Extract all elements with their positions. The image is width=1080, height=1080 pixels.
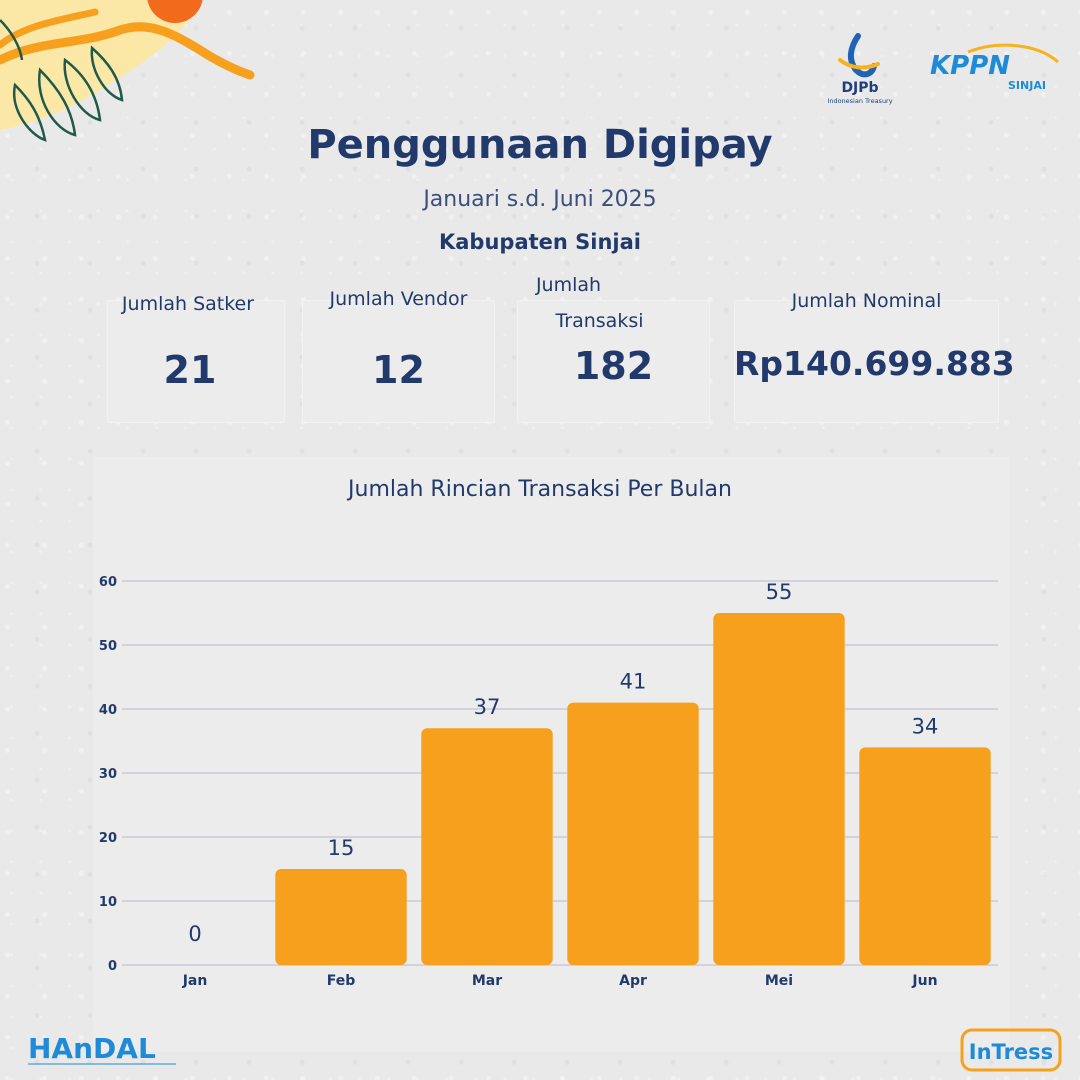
data-label-mei: 55 — [766, 580, 793, 604]
x-tick-label-jun: Jun — [911, 973, 937, 989]
transaksi-label-line2: Transaksi — [555, 310, 644, 332]
decorative-leaf-illustration — [0, 0, 255, 142]
y-tick-label: 60 — [99, 575, 117, 590]
vendor-label: Jumlah Vendor — [329, 288, 468, 310]
data-label-jan: 0 — [188, 922, 201, 946]
stat-card-nominal: Jumlah Nominal Rp140.699.883 — [734, 290, 1015, 423]
nominal-label: Jumlah Nominal — [791, 290, 942, 312]
handal-logo-text: HAnDAL — [28, 1032, 156, 1065]
handal-logo: HAnDAL — [28, 1032, 176, 1065]
data-label-apr: 41 — [620, 670, 647, 694]
transaksi-value: 182 — [573, 344, 654, 388]
nominal-value: Rp140.699.883 — [734, 344, 1015, 383]
stat-card-vendor: Jumlah Vendor 12 — [302, 288, 495, 423]
y-tick-label: 50 — [99, 639, 117, 654]
stat-card-satker: Jumlah Satker 21 — [107, 293, 285, 423]
intress-logo: InTress — [960, 1028, 1062, 1072]
x-tick-label-mar: Mar — [472, 973, 502, 989]
bar-jun — [859, 747, 991, 965]
y-tick-label: 40 — [99, 703, 117, 718]
transaksi-label-line1: Jumlah — [535, 274, 602, 296]
y-tick-label: 0 — [108, 959, 117, 974]
chart-title: Jumlah Rincian Transaksi Per Bulan — [348, 477, 732, 502]
bar-mar — [421, 728, 553, 965]
y-tick-label: 20 — [99, 831, 117, 846]
y-tick-label: 30 — [99, 767, 117, 782]
x-tick-label-jan: Jan — [182, 973, 208, 989]
data-label-mar: 37 — [474, 695, 501, 719]
vendor-value: 12 — [372, 348, 425, 392]
djpb-tagline: Indonesian Treasury — [827, 97, 892, 105]
bar-feb — [275, 869, 407, 965]
kppn-city: SINJAI — [1008, 79, 1046, 92]
page-title: Penggunaan Digipay — [307, 122, 773, 168]
kppn-logo-text: KPPN — [930, 51, 1010, 81]
satker-label: Jumlah Satker — [121, 293, 255, 315]
kppn-logo: KPPN SINJAI — [930, 43, 1060, 92]
satker-value: 21 — [163, 348, 217, 392]
x-tick-label-feb: Feb — [327, 973, 356, 989]
data-label-jun: 34 — [912, 714, 939, 738]
period-subtitle: Januari s.d. Juni 2025 — [423, 187, 657, 212]
bar-apr — [567, 702, 699, 965]
y-tick-label: 10 — [99, 895, 117, 910]
x-tick-label-apr: Apr — [619, 973, 647, 989]
x-tick-label-mei: Mei — [765, 973, 793, 989]
bar-mei — [713, 613, 845, 965]
djpb-logo-text: DJPb — [841, 80, 878, 96]
data-label-feb: 15 — [328, 836, 355, 860]
djpb-logo: DJPb Indonesian Treasury — [827, 33, 893, 105]
intress-logo-text: InTress — [969, 1040, 1053, 1064]
stat-card-transaksi: Jumlah Transaksi 182 — [517, 274, 710, 423]
region-label: Kabupaten Sinjai — [438, 230, 641, 254]
